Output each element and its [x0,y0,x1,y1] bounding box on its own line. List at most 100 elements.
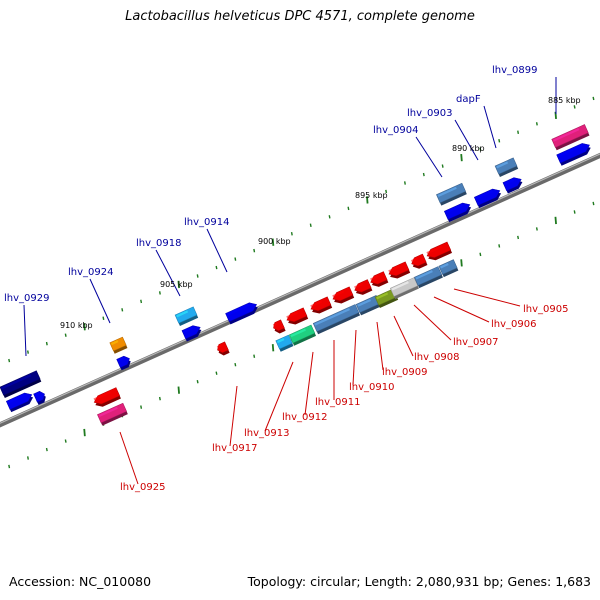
gene-lhv_0929-navy[interactable] [0,370,42,399]
gene-red-5[interactable] [353,279,373,298]
upper-tick [403,181,406,185]
gene-lhv_0910-body [312,304,360,332]
upper-tick [309,223,312,228]
gene-label-lhv_0925[interactable]: lhv_0925 [120,482,165,493]
gene-red-8[interactable] [410,253,428,271]
gene-red-5-highlight [354,283,363,289]
gene-red-2-highlight [286,311,299,319]
gene-label-lhv_0911[interactable]: lhv_0911 [315,397,360,408]
gene-lhv_0913[interactable] [275,334,294,352]
gene-label-lhv_0913[interactable]: lhv_0913 [244,428,289,439]
genome-backbone [0,152,600,428]
gene-red-5-body [354,279,372,293]
upper-tick [158,291,161,295]
gene-label-lhv_0903[interactable]: lhv_0903 [407,108,452,119]
gene-dapF[interactable] [502,175,524,194]
gene-lhv_0899-pink-body [551,124,589,148]
gene-lhv_0912-body [288,324,316,344]
gene-lhv_0904[interactable] [443,201,473,223]
gene-lhv_0907[interactable] [389,277,419,300]
gene-label-lhv_0908[interactable]: lhv_0908 [414,352,459,363]
gene-lhv_0929-highlight [7,394,25,404]
gene-lhv_0907-body [389,277,419,297]
gene-label-lhv_0917[interactable]: lhv_0917 [212,443,257,454]
gene-label-lhv_0904[interactable]: lhv_0904 [373,125,418,136]
gene-label-lhv_0899[interactable]: lhv_0899 [492,65,537,76]
gene-features[interactable] [0,124,593,426]
leader-line [119,431,139,485]
leader-line [206,228,228,273]
upper-tick [234,257,237,261]
gene-red-1[interactable] [272,319,286,335]
scale-label-905: 905 kbp [160,280,193,289]
lower-tick [45,447,48,452]
gene-red-3[interactable] [309,296,333,316]
lower-tick [479,252,482,257]
upper-tick [498,138,501,143]
gene-label-lhv_0909[interactable]: lhv_0909 [382,367,427,378]
gene-lhv_0906-highlight [415,270,433,280]
scale-label-895: 895 kbp [355,191,388,200]
gene-lhv_0912[interactable] [288,324,317,346]
gene-lhv_0929-b[interactable] [33,390,48,405]
gene-lhv_0924[interactable] [116,354,133,371]
upper-tick [460,153,463,162]
gene-red-7[interactable] [387,261,411,281]
gene-label-dapF[interactable]: dapF [456,94,481,105]
gene-lhv_0903[interactable] [473,187,503,209]
gene-label-lhv_0907[interactable]: lhv_0907 [453,337,498,348]
gene-label-lhv_0929[interactable]: lhv_0929 [4,293,49,304]
gene-lhv_0914[interactable] [225,300,260,325]
gene-label-lhv_0906[interactable]: lhv_0906 [491,319,536,330]
gene-lhv_0910[interactable] [312,304,361,335]
leader-line [264,361,294,432]
upper-tick [366,196,369,204]
gene-label-lhv_0914[interactable]: lhv_0914 [184,217,229,228]
gene-lhv_0899-pink[interactable] [551,124,590,151]
gene-lhv_0899[interactable] [556,141,593,166]
gene-red-2[interactable] [285,307,309,327]
gene-label-lhv_0918[interactable]: lhv_0918 [136,238,181,249]
lower-tick [64,439,67,443]
leader-line [229,385,238,447]
gene-lhv_0906[interactable] [413,266,443,289]
gene-label-lhv_0905[interactable]: lhv_0905 [523,304,568,315]
gene-lhv_0925-red-highlight [93,391,111,401]
gene-lhv_0913-body [275,334,293,350]
gene-label-lhv_0924[interactable]: lhv_0924 [68,267,113,278]
gene-lhv_0904-steel[interactable] [436,182,467,206]
upper-tick [479,147,482,151]
gene-lhv_0924-orange[interactable] [109,336,128,354]
gene-lhv_0925-red[interactable] [92,387,121,410]
lower-tick [592,201,595,206]
leader-line [483,105,497,149]
gene-red-9-body [426,241,452,258]
gene-lhv_0918[interactable] [181,323,203,342]
gene-label-lhv_0910[interactable]: lhv_0910 [349,382,394,393]
leader-line [89,278,111,324]
gene-red-6[interactable] [369,271,389,290]
lower-tick [215,371,218,375]
leader-line [304,351,314,416]
gene-lhv_0929-navy-body [0,370,41,396]
upper-tick [121,308,124,312]
gene-label-lhv_0912[interactable]: lhv_0912 [282,412,327,423]
gene-lhv_0905[interactable] [438,259,459,278]
leader-line [155,249,181,297]
gene-lhv_0929[interactable] [5,391,35,413]
gene-red-6-highlight [370,275,379,281]
gene-red-9[interactable] [425,241,453,263]
gene-lhv_0925-red-body [93,387,121,405]
gene-lhv_0918-cyan[interactable] [174,306,199,326]
gene-lhv_0917[interactable] [216,341,230,357]
genome-title: Lactobacillus helveticus DPC 4571, compl… [125,9,475,24]
scale-labels: 885 kbp 890 kbp 895 kbp 900 kbp 905 kbp … [60,96,581,330]
upper-tick [271,238,275,246]
gene-lhv_0899-highlight [557,144,583,158]
gene-lhv_0904-steel-body [436,182,466,204]
gene-red-4[interactable] [331,286,355,306]
gene-red-4-highlight [332,290,345,298]
gene-dapF-steel[interactable] [494,157,519,177]
gene-lhv_0925[interactable] [97,402,128,426]
